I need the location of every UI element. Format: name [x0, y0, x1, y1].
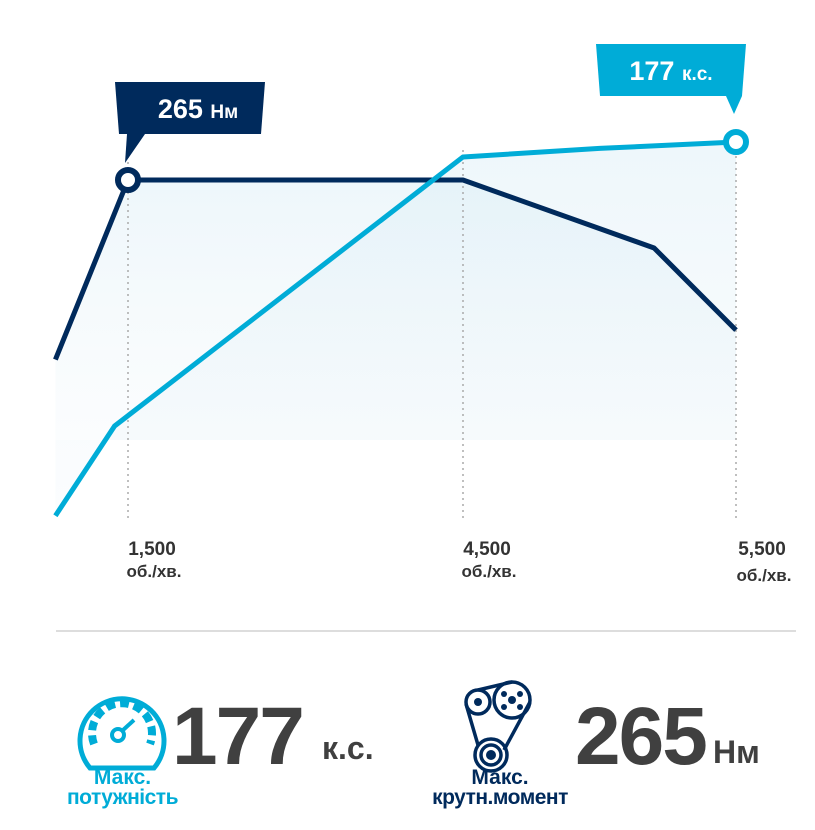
power-callout [596, 44, 746, 96]
x-tick-label: 4,500 [463, 539, 511, 560]
x-tick-unit: об./хв. [127, 562, 182, 581]
torque-caption-1: Макс. [471, 766, 529, 789]
x-tick-unit: об./хв. [737, 566, 792, 585]
torque-callout [115, 82, 265, 134]
power-peak-marker [723, 129, 749, 155]
torque-peak-marker [115, 167, 141, 193]
torque-summary: Макс. крутн.момент 265 Нм [420, 680, 800, 810]
x-tick-label: 5,500 [738, 539, 786, 560]
power-caption-2: потужність [66, 786, 179, 809]
power-line [53, 139, 737, 518]
torque-callout-pointer [125, 134, 145, 163]
power-caption-1: Макс. [93, 766, 152, 789]
chart: 1,500 об./хв. 4,500 об./хв. 5,500 об./хв. 265… [53, 44, 796, 632]
x-tick-unit: об./хв. [462, 562, 517, 581]
speedometer-icon [77, 696, 167, 771]
torque-unit: Нм [713, 734, 760, 770]
torque-caption-2: крутн.момент [432, 786, 568, 809]
power-unit: к.с. [322, 730, 374, 766]
belt-pulley-icon [464, 680, 532, 773]
x-tick-label: 1,500 [128, 539, 176, 560]
power-callout-pointer [726, 96, 742, 114]
power-summary: Макс. потужність 177 к.с. [60, 680, 400, 810]
torque-value: 265 [575, 691, 708, 782]
power-callout-label: 177 к.с. [629, 56, 712, 86]
torque-line [53, 177, 738, 361]
torque-callout-label: 265 Нм [158, 94, 238, 124]
power-area [55, 142, 736, 516]
power-value: 177 [172, 691, 305, 782]
